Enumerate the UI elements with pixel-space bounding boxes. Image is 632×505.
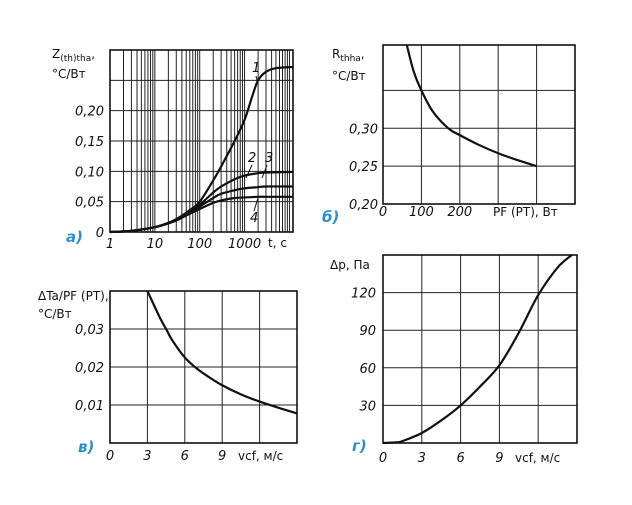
x-tick-label: 200 <box>447 205 472 220</box>
y-tick-label: 0,01 <box>75 399 104 414</box>
y-tick-label: 0,20 <box>349 198 378 213</box>
panel-c: 0 3 6 9 0,01 0,02 0,03 ΔTa/PF (PT), °C/Вт vcf, м/… <box>38 289 298 464</box>
panel-tag: а) <box>66 228 83 246</box>
y-tick-label: 0,25 <box>349 160 378 175</box>
y-tick-label: 120 <box>351 287 376 302</box>
x-axis-label: PF (PT), Вт <box>493 205 558 219</box>
x-axis-label: vcf, м/с <box>238 449 283 463</box>
x-tick-label: 3 <box>143 449 151 464</box>
y-tick-label: 30 <box>359 399 376 414</box>
x-tick-label: 6 <box>456 451 464 466</box>
y-tick-label: 0,02 <box>75 361 104 376</box>
panel-tag: г) <box>352 437 367 455</box>
y-axis-unit: °C/Вт <box>38 307 72 321</box>
y-axis-label: Rthha, <box>332 47 365 64</box>
plot-frame <box>382 44 576 205</box>
curve-leader-line <box>261 164 268 179</box>
y-axis-label: ΔTa/PF (PT), <box>38 289 109 303</box>
curve-label: 3 <box>265 151 273 166</box>
y-tick-label: 60 <box>359 362 376 377</box>
series-line-dTa/PF <box>146 290 298 415</box>
x-tick-label: 1 <box>106 237 114 252</box>
plot-frame <box>109 49 294 233</box>
y-tick-label: 0,03 <box>75 323 104 338</box>
curve-leader-line <box>255 75 259 85</box>
y-tick-label: 0 <box>96 226 104 241</box>
x-tick-label: 9 <box>495 451 503 466</box>
y-axis-label: Δp, Па <box>330 258 370 272</box>
y-tick-label: 0,30 <box>349 122 378 137</box>
x-tick-label: 1000 <box>228 237 261 252</box>
panel-tag: в) <box>78 438 94 456</box>
x-tick-label: 100 <box>409 205 434 220</box>
x-tick-label: 10 <box>147 237 164 252</box>
series-line-dp <box>382 254 573 445</box>
x-axis-label: t, c <box>268 236 287 250</box>
y-axis-unit: °C/Вт <box>332 69 366 83</box>
x-axis-label: vcf, м/с <box>515 451 560 465</box>
x-tick-label: 0 <box>106 449 114 464</box>
y-tick-label: 0,10 <box>75 165 104 180</box>
panel-d: 0 3 6 9 30 60 90 120 Δp, Па vcf, м/с г) <box>330 254 578 466</box>
y-tick-label: 0,05 <box>75 196 104 211</box>
panel-a: 1 10 100 1000 0 0,05 0,10 0,15 0,20 Z(th)tha, °C/В… <box>52 47 294 252</box>
series-line-Rthha <box>405 44 537 168</box>
y-axis-unit: °C/Вт <box>52 67 86 81</box>
y-tick-label: 0,20 <box>75 105 104 120</box>
x-tick-label: 6 <box>181 449 189 464</box>
curve-label: 1 <box>252 61 260 76</box>
panel-tag: б) <box>322 208 339 226</box>
x-tick-label: 9 <box>218 449 226 464</box>
curve-label: 4 <box>250 211 258 226</box>
plot-frame <box>109 290 298 444</box>
plot-frame <box>382 254 578 444</box>
x-tick-label: 0 <box>379 451 387 466</box>
y-tick-label: 0,15 <box>75 135 104 150</box>
y-axis-label: Z(th)tha, <box>52 47 95 64</box>
series-line-4 <box>109 195 293 234</box>
curve-leader-line <box>253 197 259 212</box>
x-tick-label: 100 <box>187 237 212 252</box>
x-tick-label: 0 <box>379 205 387 220</box>
curve-label: 2 <box>248 151 256 166</box>
x-tick-label: 3 <box>418 451 426 466</box>
panel-b: 0 100 200 0,20 0,25 0,30 Rthha, °C/Вт PF (PT), В… <box>322 44 576 226</box>
y-tick-label: 90 <box>359 324 376 339</box>
curve-leader-line <box>245 164 253 179</box>
